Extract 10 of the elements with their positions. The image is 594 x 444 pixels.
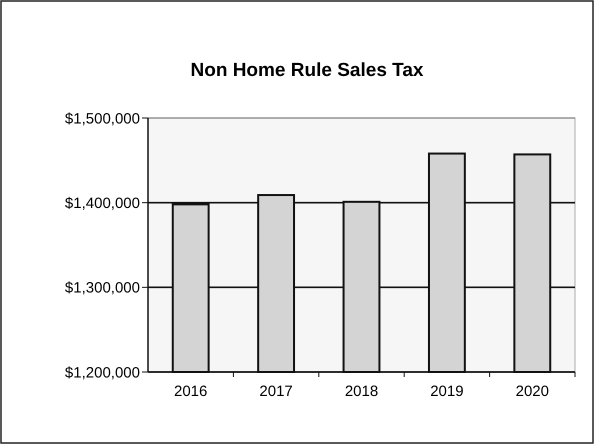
y-tick-label: $1,200,000 xyxy=(64,364,140,382)
x-tick-label: 2017 xyxy=(259,383,293,400)
x-tick-label: 2018 xyxy=(344,383,378,400)
x-tick-label: 2020 xyxy=(516,383,549,400)
y-tick-label: $1,300,000 xyxy=(64,280,140,297)
x-tick-label: 2019 xyxy=(430,383,464,400)
chart-title: Non Home Rule Sales Tax xyxy=(190,60,424,81)
x-tick-label: 2016 xyxy=(174,383,208,400)
y-tick-label: $1,400,000 xyxy=(64,194,140,212)
y-tick-label: $1,500,000 xyxy=(64,110,140,128)
